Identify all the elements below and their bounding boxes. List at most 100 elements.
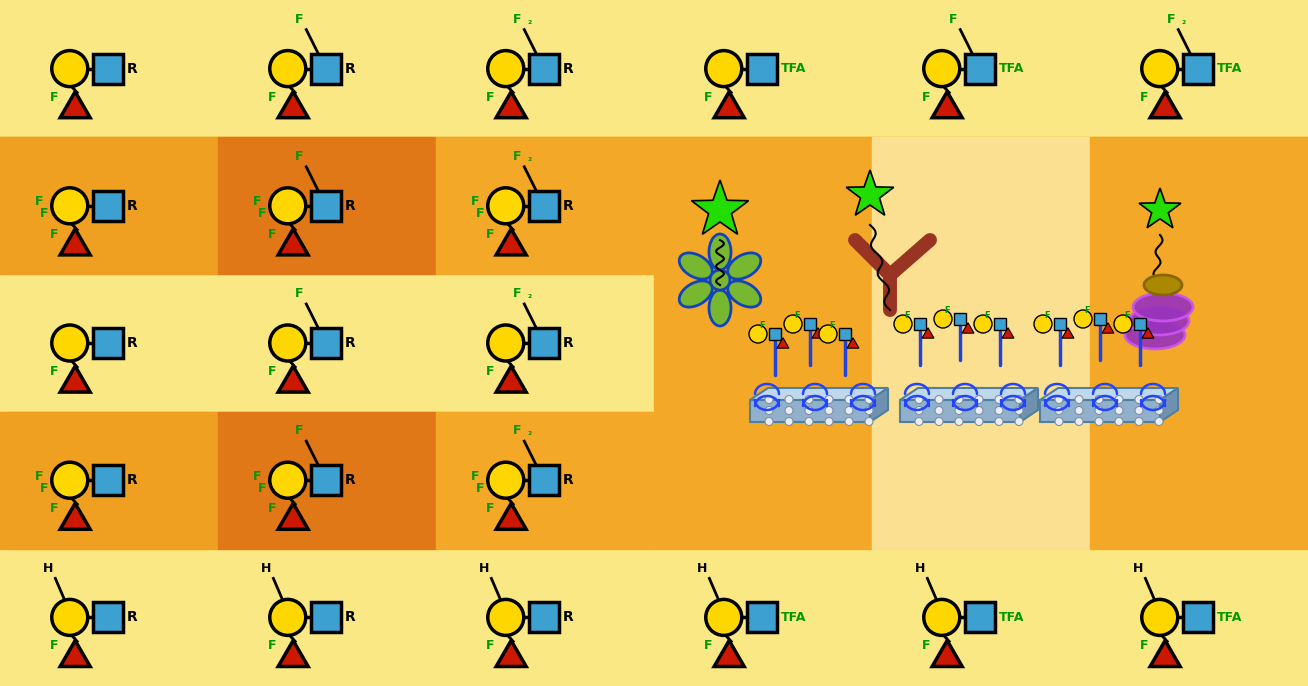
Polygon shape (60, 229, 90, 255)
Text: TFA: TFA (999, 611, 1024, 624)
Ellipse shape (1133, 293, 1193, 321)
Text: F: F (759, 321, 765, 330)
Bar (654, 137, 872, 274)
Circle shape (1135, 418, 1143, 425)
Text: F: F (258, 207, 267, 220)
Bar (838, 328, 852, 340)
Circle shape (916, 418, 923, 425)
Circle shape (1056, 396, 1063, 403)
Ellipse shape (727, 253, 761, 279)
Polygon shape (1142, 328, 1154, 338)
Text: F: F (485, 91, 494, 104)
Circle shape (1114, 396, 1124, 403)
Circle shape (52, 325, 88, 361)
Circle shape (269, 325, 306, 361)
Circle shape (1114, 418, 1124, 425)
Bar (0, 412, 1308, 549)
Circle shape (1155, 407, 1163, 414)
Circle shape (955, 418, 963, 425)
Text: R: R (345, 611, 356, 624)
Polygon shape (933, 641, 963, 667)
Text: F: F (704, 639, 713, 652)
Text: F: F (704, 91, 713, 104)
Circle shape (974, 407, 984, 414)
Bar (436, 137, 654, 274)
Text: R: R (345, 62, 356, 75)
Circle shape (1114, 407, 1124, 414)
Text: TFA: TFA (781, 62, 806, 75)
Circle shape (269, 188, 306, 224)
Circle shape (488, 51, 523, 86)
Bar (218, 412, 436, 549)
Circle shape (749, 325, 766, 343)
Polygon shape (777, 338, 789, 348)
Ellipse shape (679, 253, 713, 279)
Polygon shape (60, 504, 90, 530)
Polygon shape (812, 328, 824, 338)
Polygon shape (279, 504, 309, 530)
Circle shape (955, 407, 963, 414)
Circle shape (804, 396, 814, 403)
Text: F: F (476, 482, 485, 495)
Polygon shape (279, 229, 309, 255)
Polygon shape (496, 92, 526, 118)
Circle shape (1142, 51, 1177, 86)
Text: F: F (41, 482, 48, 495)
Text: ₂: ₂ (527, 290, 531, 300)
Text: F: F (268, 91, 276, 104)
Circle shape (1074, 310, 1092, 328)
Bar (654, 274, 872, 412)
Text: F: F (294, 150, 303, 163)
Text: F: F (41, 207, 48, 220)
Text: H: H (479, 563, 489, 576)
Text: R: R (345, 199, 356, 213)
Ellipse shape (1129, 307, 1189, 335)
Text: R: R (562, 473, 573, 487)
Text: F: F (268, 639, 276, 652)
Text: F: F (35, 470, 43, 483)
Circle shape (1035, 315, 1052, 333)
Text: F: F (1167, 12, 1176, 25)
Text: F: F (904, 311, 909, 320)
Text: ₂: ₂ (527, 427, 531, 437)
Text: R: R (127, 199, 137, 213)
Polygon shape (496, 641, 526, 667)
Bar (965, 54, 995, 84)
Polygon shape (1002, 328, 1014, 338)
Polygon shape (1160, 388, 1179, 422)
Text: F: F (922, 91, 930, 104)
Circle shape (1142, 600, 1177, 635)
Bar (1090, 412, 1308, 549)
Circle shape (488, 600, 523, 635)
Bar (747, 602, 777, 632)
Text: H: H (262, 563, 271, 576)
Polygon shape (60, 366, 90, 392)
Circle shape (785, 396, 793, 403)
Polygon shape (1139, 188, 1181, 228)
Text: F: F (294, 287, 303, 300)
Polygon shape (848, 338, 859, 348)
Bar (528, 54, 559, 84)
Text: F: F (485, 365, 494, 378)
Bar (914, 318, 926, 330)
Text: F: F (1044, 311, 1049, 320)
Circle shape (1056, 407, 1063, 414)
Polygon shape (933, 92, 963, 118)
Text: R: R (345, 336, 356, 350)
Text: F: F (294, 12, 303, 25)
Circle shape (804, 407, 814, 414)
Ellipse shape (1144, 275, 1182, 295)
Text: F: F (829, 321, 835, 330)
Bar (0, 412, 218, 549)
Polygon shape (60, 92, 90, 118)
Circle shape (269, 600, 306, 635)
Text: R: R (562, 611, 573, 624)
Text: F: F (944, 306, 950, 315)
Circle shape (974, 315, 991, 333)
Text: F: F (50, 228, 59, 241)
Bar (769, 328, 781, 340)
Text: F: F (50, 365, 59, 378)
Circle shape (916, 407, 923, 414)
Text: R: R (562, 336, 573, 350)
Polygon shape (496, 229, 526, 255)
